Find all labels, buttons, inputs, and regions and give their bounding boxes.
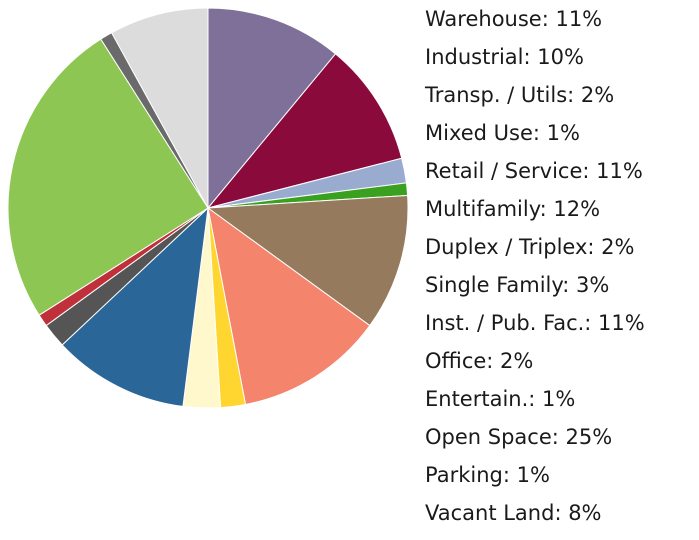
legend-label: Vacant Land: 8% (425, 501, 602, 525)
pie-slice (206, 194, 409, 327)
pie-slice (7, 38, 209, 316)
pie-slice (207, 7, 337, 210)
legend-label: Inst. / Pub. Fac.: 11% (425, 311, 645, 335)
legend-label: Open Space: 25% (425, 425, 612, 449)
pie-slice (207, 206, 371, 406)
legend-label: Multifamily: 12% (425, 197, 600, 221)
legend-label: Single Family: 3% (425, 273, 609, 297)
legend-label: Duplex / Triplex: 2% (425, 235, 634, 259)
pie-slice (206, 53, 403, 209)
legend-label: Industrial: 10% (425, 45, 584, 69)
legend-label: Parking: 1% (425, 463, 550, 487)
legend-label: Transp. / Utils: 2% (424, 83, 614, 107)
legend-label: Office: 2% (425, 349, 533, 373)
legend-label: Retail / Service: 11% (425, 159, 643, 183)
legend-label: Entertain.: 1% (425, 387, 575, 411)
legend-label: Mixed Use: 1% (425, 121, 580, 145)
legend-label: Warehouse: 11% (425, 7, 602, 31)
pie-slice (110, 7, 209, 209)
pie-slice (61, 206, 209, 407)
